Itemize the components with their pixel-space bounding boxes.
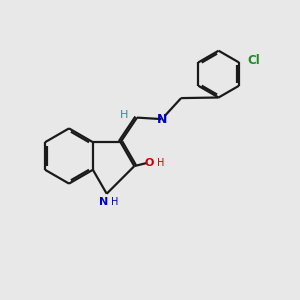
Text: H: H (120, 110, 129, 120)
Text: O: O (145, 158, 154, 168)
Text: H: H (110, 197, 118, 207)
Text: N: N (99, 197, 108, 207)
Text: N: N (156, 112, 167, 126)
Text: Cl: Cl (247, 53, 260, 67)
Text: H: H (157, 158, 164, 168)
